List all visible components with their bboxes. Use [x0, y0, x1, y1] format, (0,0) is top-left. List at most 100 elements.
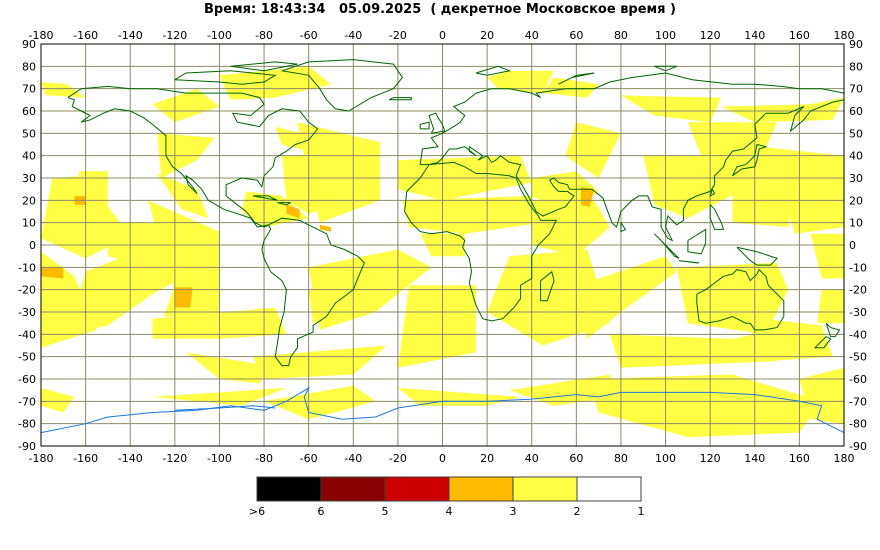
coastline — [388, 97, 412, 101]
coastline — [813, 336, 832, 349]
index-region-2-3 — [281, 153, 354, 214]
index-region-2-3 — [41, 387, 75, 413]
lat-tick-label-right: 70 — [849, 83, 863, 96]
legend-label: 6 — [318, 505, 325, 518]
index-region-2-3 — [152, 88, 220, 123]
lat-tick-label-right: -60 — [849, 373, 867, 386]
lat-tick-label-right: -40 — [849, 328, 867, 341]
lat-tick-label-right: 20 — [849, 194, 863, 207]
lat-tick-label-right: -70 — [849, 395, 867, 408]
lon-tick-label-top: -60 — [300, 29, 318, 42]
lat-tick-label-right: 80 — [849, 60, 863, 73]
lat-tick-label-left: 10 — [22, 217, 36, 230]
lon-tick-label-top: -40 — [344, 29, 362, 42]
coastline — [696, 268, 785, 331]
index-region-2-3 — [676, 262, 789, 335]
index-region-3-4 — [580, 186, 595, 207]
index-region-2-3 — [252, 345, 387, 379]
coastline — [277, 202, 292, 206]
coastline — [419, 72, 845, 165]
index-region-2-3 — [487, 70, 554, 94]
title-date: 05.09.2025 — [339, 2, 422, 17]
coastline — [654, 65, 677, 72]
legend-label: 2 — [574, 505, 581, 518]
index-region-3-4 — [41, 267, 64, 279]
lon-tick-label-bottom: -120 — [162, 452, 187, 465]
lat-tick-label-right: -20 — [849, 284, 867, 297]
lon-tick-label-bottom: -180 — [29, 452, 54, 465]
lat-tick-label-right: -30 — [849, 306, 867, 319]
index-region-2-3 — [743, 316, 833, 362]
index-region-2-3 — [542, 77, 599, 98]
map-frame — [40, 43, 845, 447]
index-region-2-3 — [397, 387, 521, 406]
lon-tick-label-bottom: -40 — [344, 452, 362, 465]
legend-swatch — [576, 476, 642, 502]
coastline — [174, 70, 277, 85]
lon-tick-label-bottom: 0 — [439, 452, 446, 465]
antarctica-coastline — [174, 405, 276, 411]
lat-tick-label-right: -90 — [849, 440, 867, 453]
lon-tick-label-top: -140 — [118, 29, 143, 42]
lat-tick-label-right: 10 — [849, 217, 863, 230]
coastline — [281, 59, 404, 112]
lon-tick-label-bottom: -160 — [73, 452, 98, 465]
lat-tick-label-left: 20 — [22, 194, 36, 207]
index-region-2-3 — [810, 233, 844, 279]
lon-tick-label-top: -160 — [73, 29, 98, 42]
graticule — [41, 44, 844, 446]
index-region-2-3 — [676, 401, 778, 433]
index-region-2-3 — [620, 95, 722, 123]
lon-tick-label-bottom: 100 — [655, 452, 676, 465]
lat-tick-label-right: -10 — [849, 261, 867, 274]
map-title: Время: 18:43:34 05.09.2025 ( декретное М… — [0, 2, 880, 17]
coastline — [428, 112, 446, 134]
lat-tick-label-right: 50 — [849, 127, 863, 140]
lat-tick-label-left: -10 — [18, 261, 36, 274]
coastline — [620, 222, 627, 233]
title-label: Время: — [204, 2, 257, 17]
coastline — [261, 217, 365, 367]
coastline — [687, 228, 707, 255]
lon-tick-label-top: 140 — [744, 29, 765, 42]
lon-tick-label-top: 160 — [789, 29, 810, 42]
lon-tick-label-bottom: -60 — [300, 452, 318, 465]
lon-tick-label-bottom: -100 — [207, 452, 232, 465]
legend-label: 4 — [446, 505, 453, 518]
index-region-2-3 — [308, 285, 354, 324]
lon-tick-label-top: 0 — [439, 29, 446, 42]
lat-tick-label-right: -80 — [849, 418, 867, 431]
title-zone: ( декретное Московское время ) — [430, 2, 676, 17]
index-fill-layer — [41, 66, 844, 438]
lat-tick-label-right: 40 — [849, 150, 863, 163]
index-region-2-3 — [721, 97, 844, 123]
legend-swatch — [256, 476, 322, 502]
lon-tick-label-top: 180 — [834, 29, 855, 42]
lon-tick-label-top: 20 — [480, 29, 494, 42]
lon-tick-label-bottom: 160 — [789, 452, 810, 465]
lon-tick-label-bottom: -20 — [389, 452, 407, 465]
legend-label: 1 — [638, 505, 645, 518]
lon-tick-label-top: 120 — [700, 29, 721, 42]
lon-tick-label-bottom: -80 — [255, 452, 273, 465]
coastline — [475, 65, 512, 76]
lat-tick-label-left: 90 — [22, 38, 36, 51]
lat-tick-label-left: -70 — [18, 395, 36, 408]
coastline — [252, 195, 278, 201]
index-region-3-4 — [174, 287, 193, 308]
lat-tick-label-left: 60 — [22, 105, 36, 118]
coastline — [419, 121, 430, 130]
lon-tick-label-top: 60 — [569, 29, 583, 42]
coastline — [230, 61, 298, 72]
index-region-2-3 — [186, 352, 269, 384]
lon-tick-label-bottom: 60 — [569, 452, 583, 465]
lon-tick-label-bottom: 80 — [614, 452, 628, 465]
coastline — [420, 99, 845, 242]
coastline — [558, 72, 595, 85]
lon-tick-label-top: 80 — [614, 29, 628, 42]
lon-tick-label-bottom: 180 — [834, 452, 855, 465]
lon-tick-label-top: -80 — [255, 29, 273, 42]
lat-tick-label-left: 30 — [22, 172, 36, 185]
lon-tick-label-top: -180 — [29, 29, 54, 42]
